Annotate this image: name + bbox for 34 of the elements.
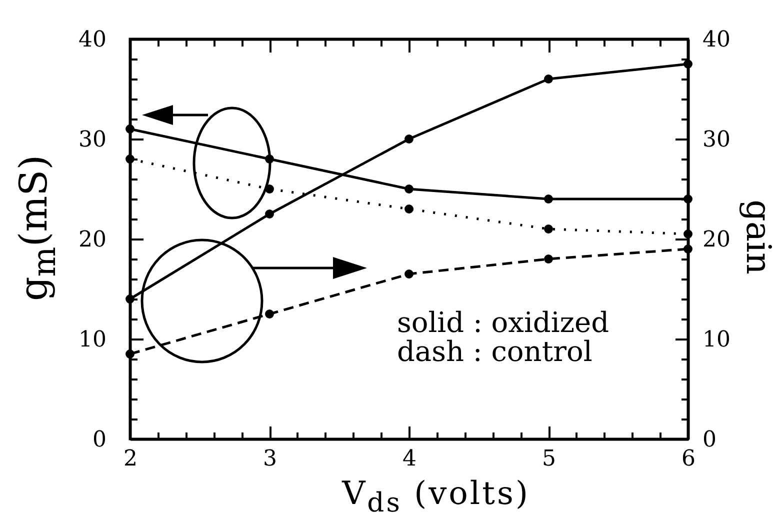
point	[684, 60, 692, 68]
point	[404, 204, 414, 214]
point	[265, 310, 274, 318]
y2-tick-label: 10	[702, 328, 730, 352]
y-tick-label: 20	[78, 228, 106, 252]
y-tick-label: 30	[78, 128, 106, 152]
x-tick-label: 3	[263, 446, 277, 472]
y2-tick-label: 0	[702, 428, 716, 452]
point	[126, 294, 134, 304]
point	[126, 124, 134, 134]
point	[404, 134, 414, 144]
x-axis-title: V$_{ds}$ (volts)	[342, 474, 530, 518]
x-tick-label: 2	[124, 446, 138, 472]
x-tick-label: 6	[682, 446, 696, 472]
y2-tick-label: 40	[702, 28, 730, 52]
point	[544, 224, 553, 234]
y2-tick-label: 30	[702, 128, 730, 152]
y-tick-label: 10	[78, 328, 106, 352]
point	[544, 74, 553, 84]
point	[684, 230, 692, 238]
point	[404, 270, 414, 278]
point	[404, 184, 414, 194]
y2-tick-label: 20	[702, 228, 730, 252]
y-tick-label: 0	[92, 428, 106, 452]
y2-axis-title: gain	[738, 200, 778, 274]
point	[265, 210, 274, 218]
x-tick-label: 4	[402, 446, 416, 472]
point	[684, 244, 692, 254]
point	[544, 194, 553, 204]
point	[126, 154, 134, 164]
y-tick-label: 40	[78, 28, 106, 52]
point	[126, 350, 134, 358]
point	[544, 254, 553, 264]
x-tick-label: 5	[542, 446, 556, 472]
